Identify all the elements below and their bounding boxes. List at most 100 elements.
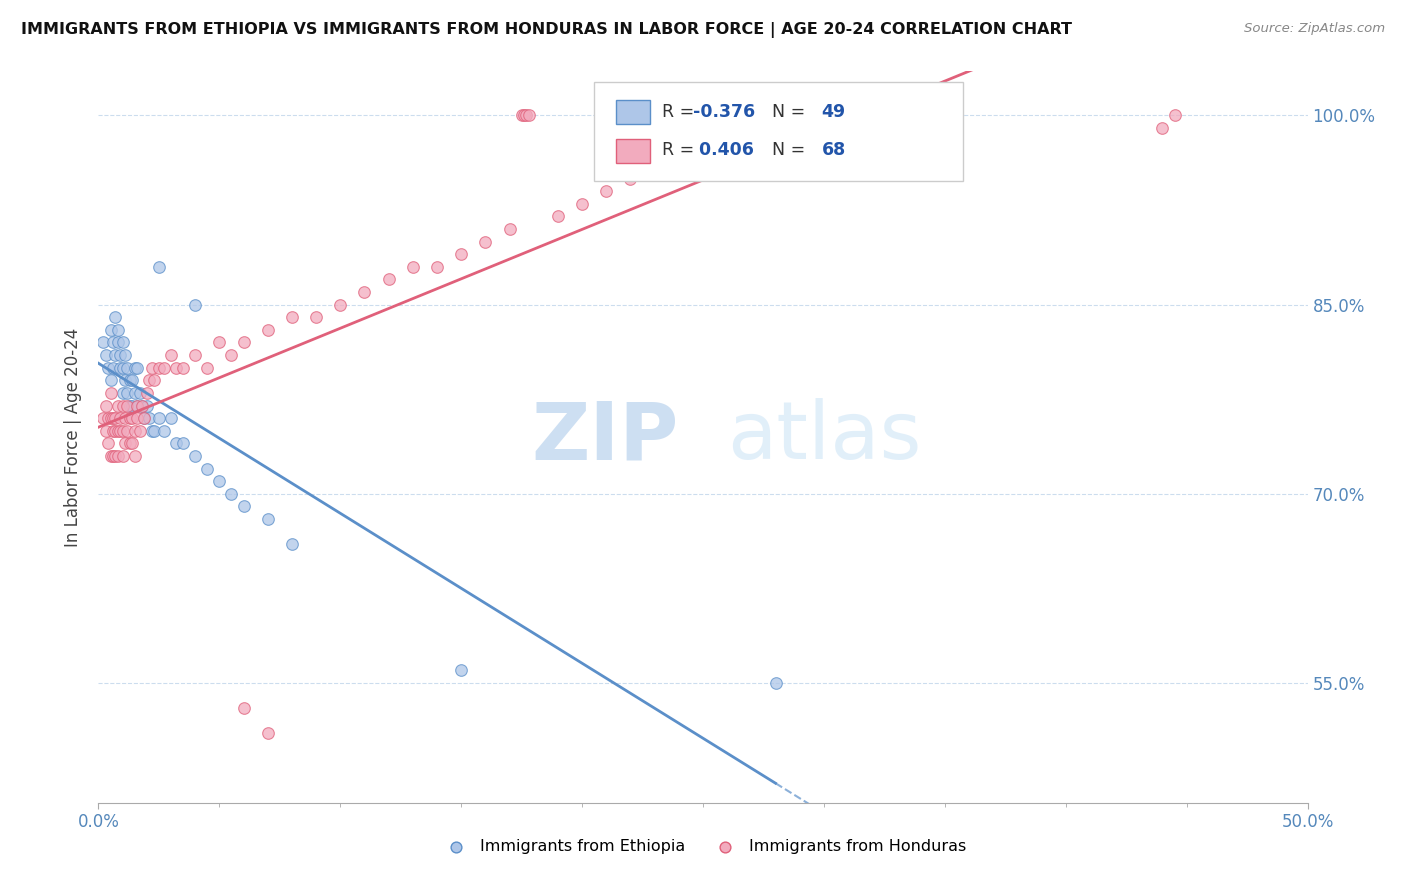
Point — [172, 436, 194, 450]
Point — [117, 424, 139, 438]
Point — [305, 310, 328, 325]
Point — [108, 411, 131, 425]
Point — [108, 348, 131, 362]
Point — [513, 108, 536, 122]
Point — [172, 360, 194, 375]
Point — [256, 726, 278, 740]
Text: 0.406: 0.406 — [693, 141, 754, 160]
Point — [1152, 121, 1174, 136]
Point — [104, 348, 127, 362]
Point — [111, 424, 134, 438]
Point — [134, 411, 156, 425]
Point — [100, 386, 122, 401]
Point — [114, 436, 136, 450]
Point — [94, 348, 117, 362]
Text: Source: ZipAtlas.com: Source: ZipAtlas.com — [1244, 22, 1385, 36]
Point — [114, 411, 136, 425]
Point — [1163, 108, 1185, 122]
Point — [138, 411, 160, 425]
Point — [221, 487, 243, 501]
Point — [107, 335, 129, 350]
Text: IMMIGRANTS FROM ETHIOPIA VS IMMIGRANTS FROM HONDURAS IN LABOR FORCE | AGE 20-24 : IMMIGRANTS FROM ETHIOPIA VS IMMIGRANTS F… — [21, 22, 1073, 38]
Point — [165, 360, 187, 375]
Point — [101, 424, 124, 438]
Point — [232, 335, 254, 350]
Point — [94, 399, 117, 413]
Point — [208, 335, 231, 350]
Text: 68: 68 — [821, 141, 846, 160]
Point — [114, 373, 136, 387]
Point — [184, 298, 207, 312]
Legend: Immigrants from Ethiopia, Immigrants from Honduras: Immigrants from Ethiopia, Immigrants fro… — [433, 833, 973, 861]
Point — [111, 386, 134, 401]
Point — [100, 449, 122, 463]
Point — [101, 335, 124, 350]
Text: ZIP: ZIP — [531, 398, 679, 476]
Point — [100, 373, 122, 387]
Point — [100, 411, 122, 425]
Point — [107, 424, 129, 438]
Point — [111, 335, 134, 350]
Point — [232, 701, 254, 715]
Point — [118, 373, 141, 387]
Point — [121, 373, 143, 387]
Text: R =: R = — [662, 103, 700, 121]
Text: atlas: atlas — [727, 398, 921, 476]
Point — [118, 411, 141, 425]
Point — [221, 348, 243, 362]
Point — [208, 474, 231, 488]
Point — [329, 298, 352, 312]
Point — [127, 399, 149, 413]
Point — [256, 323, 278, 337]
Point — [124, 386, 146, 401]
Point — [138, 373, 160, 387]
Point — [595, 184, 617, 198]
Point — [281, 537, 304, 551]
Point — [141, 360, 163, 375]
Point — [135, 386, 157, 401]
Point — [100, 323, 122, 337]
Point — [101, 360, 124, 375]
Point — [121, 436, 143, 450]
Point — [111, 360, 134, 375]
Point — [131, 399, 153, 413]
Text: 49: 49 — [821, 103, 845, 121]
Point — [571, 196, 593, 211]
Text: N =: N = — [761, 103, 811, 121]
Point — [281, 310, 304, 325]
Point — [131, 399, 153, 413]
Point — [402, 260, 425, 274]
Point — [121, 411, 143, 425]
Point — [117, 399, 139, 413]
Point — [619, 171, 641, 186]
Point — [111, 449, 134, 463]
Text: -0.376: -0.376 — [693, 103, 755, 121]
FancyBboxPatch shape — [616, 100, 650, 124]
Point — [117, 386, 139, 401]
Point — [127, 360, 149, 375]
Point — [97, 411, 120, 425]
Point — [160, 348, 183, 362]
Point — [152, 424, 174, 438]
Point — [104, 310, 127, 325]
Point — [426, 260, 449, 274]
FancyBboxPatch shape — [616, 138, 650, 163]
FancyBboxPatch shape — [595, 82, 963, 181]
Point — [165, 436, 187, 450]
Point — [127, 411, 149, 425]
Point — [152, 360, 174, 375]
Point — [141, 424, 163, 438]
Point — [117, 360, 139, 375]
Point — [143, 373, 166, 387]
Point — [547, 210, 569, 224]
Point — [124, 449, 146, 463]
Point — [474, 235, 496, 249]
Point — [195, 360, 218, 375]
Point — [517, 108, 540, 122]
Point — [148, 260, 170, 274]
Point — [515, 108, 537, 122]
Point — [128, 424, 150, 438]
Point — [148, 360, 170, 375]
Point — [195, 461, 218, 475]
Point — [118, 399, 141, 413]
